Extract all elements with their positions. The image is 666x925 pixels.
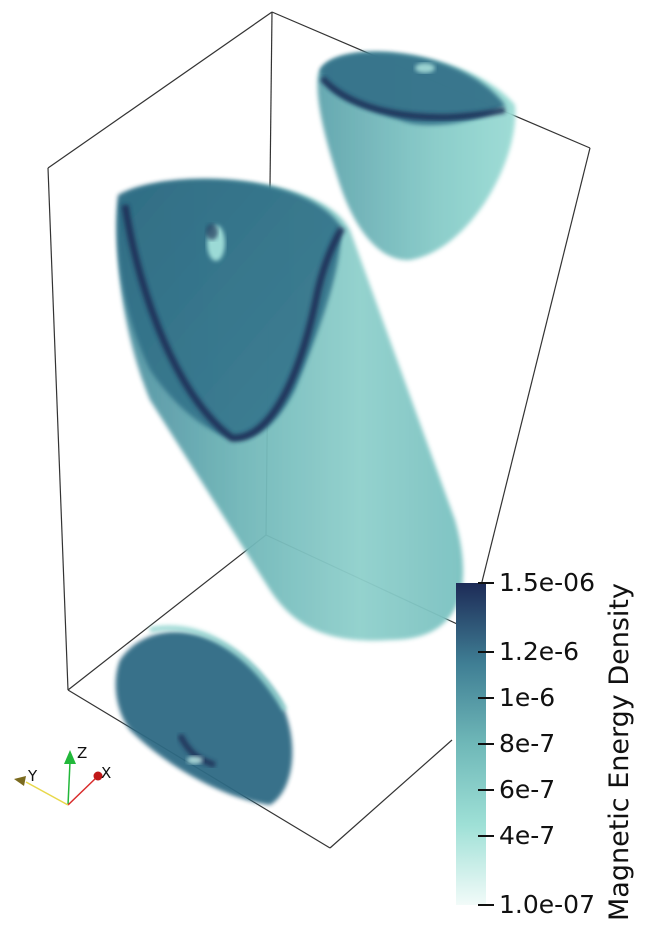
- colorbar-tick-label: 1.0e-07: [499, 890, 595, 919]
- colorbar-tick-label: 1.2e-6: [499, 637, 580, 666]
- colorbar-tick-mark: [478, 835, 494, 837]
- top-cup-volume: [317, 52, 516, 261]
- y-axis-cone-icon: [14, 776, 26, 786]
- x-axis-label: X: [101, 764, 112, 782]
- colorbar-tick-mark: [478, 904, 494, 906]
- colorbar-tick-label: 1e-6: [499, 683, 556, 712]
- main-cylinder-volume: [116, 178, 464, 641]
- colorbar-tick-label: 6e-7: [499, 775, 556, 804]
- colorbar-tick-mark: [478, 651, 494, 653]
- colorbar-tick-label: 1.5e-06: [499, 568, 595, 597]
- colorbar-tick-label: 8e-7: [499, 729, 556, 758]
- colorbar-title: Magnetic Energy Density: [604, 583, 635, 921]
- z-axis-cone-icon: [64, 750, 76, 764]
- colorbar-tick-mark: [478, 789, 494, 791]
- bottom-cap-volume: [115, 625, 293, 805]
- colorbar-tick-mark: [478, 697, 494, 699]
- y-axis-label: Y: [28, 767, 38, 785]
- colorbar-tick-label: 4e-7: [499, 821, 556, 850]
- z-axis-label: Z: [77, 744, 88, 762]
- colorbar-tick-mark: [478, 743, 494, 745]
- orientation-axes: [14, 750, 103, 806]
- colorbar-tick-mark: [478, 582, 494, 584]
- x-axis-cone-icon: [93, 771, 103, 781]
